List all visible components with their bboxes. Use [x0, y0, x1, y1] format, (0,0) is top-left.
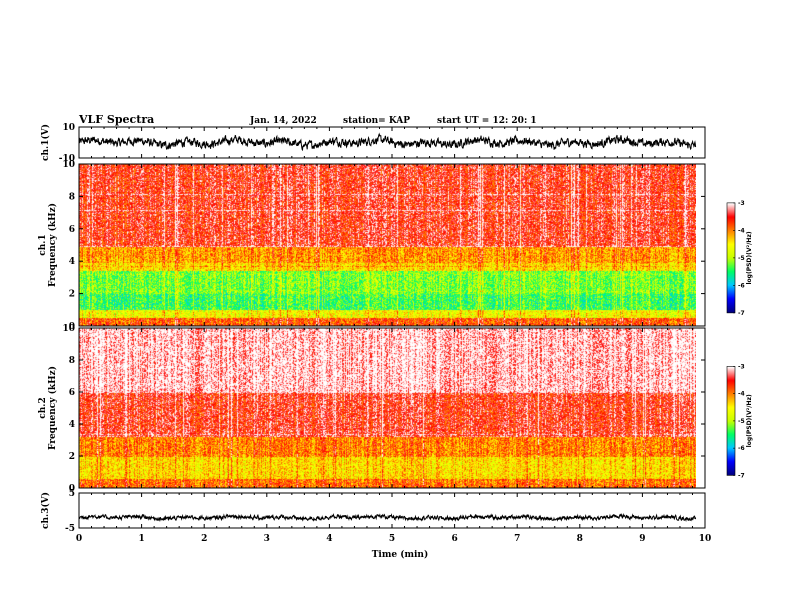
colorbar-tick-label: -5	[738, 418, 745, 425]
x-tick-label: 5	[389, 534, 395, 544]
y-axis-label: ch.1	[38, 234, 48, 255]
ch1-spectrogram-panel: 0 2 4 6 8 10 ch.1 Frequency (kHz)	[38, 160, 706, 332]
y-tick-label: 10	[62, 123, 75, 133]
y-tick-label: 2	[69, 452, 75, 462]
x-axis-label: Time (min)	[372, 549, 429, 560]
x-tick-label: 2	[201, 534, 207, 544]
y-tick-label: 10	[62, 324, 75, 334]
y-tick-label: 6	[69, 225, 75, 235]
y-axis-label: ch.1(V)	[40, 124, 51, 161]
spectrogram-image	[79, 164, 696, 326]
y-tick-label: 0	[69, 484, 75, 494]
colorbar-tick-label: -4	[738, 227, 745, 234]
colorbar-tick-label: -5	[738, 255, 745, 262]
x-tick-label: 0	[76, 534, 82, 544]
ch2-colorbar: -3 -4 -5 -6 -7 log(PSD)(V²/Hz)	[726, 363, 753, 479]
colorbar-gradient	[727, 366, 735, 476]
y-axis-label: Frequency (kHz)	[47, 366, 58, 450]
x-tick-label: 4	[326, 534, 332, 544]
ch3-waveform-panel: 5 -5 ch.3(V)	[40, 489, 706, 534]
x-tick-label: 3	[264, 534, 270, 544]
y-tick-label: 4	[69, 420, 75, 430]
y-tick-label: 5	[69, 489, 75, 499]
y-tick-label: 2	[69, 290, 75, 300]
x-tick-label: 8	[577, 534, 583, 544]
colorbar-label: log(PSD)(V²/Hz)	[746, 231, 753, 284]
station-label: station= KAP	[343, 116, 410, 126]
x-tick-label: 6	[451, 534, 457, 544]
x-tick-label: 9	[639, 534, 645, 544]
colorbar-tick-label: -4	[738, 391, 745, 398]
y-tick-label: -5	[65, 524, 75, 534]
colorbar-label: log(PSD)(V²/Hz)	[746, 394, 753, 447]
y-tick-label: 8	[69, 356, 75, 366]
colorbar-gradient	[727, 202, 735, 313]
y-axis-label: ch.2	[38, 397, 48, 418]
spectrogram-image	[79, 328, 696, 488]
ch2-spectrogram-panel: 0 2 4 6 8 10 ch.2 Frequency (kHz)	[38, 324, 706, 494]
x-tick-label: 10	[699, 534, 712, 544]
y-tick-label: 4	[69, 257, 75, 267]
start-time-label: start UT = 12: 20: 1	[437, 116, 537, 126]
y-tick-label: 0	[69, 322, 75, 332]
colorbar-tick-label: -7	[738, 472, 745, 479]
time-axis: Time (min) 0 1 2 3 4 5 6 7 8 9 10	[76, 534, 711, 560]
waveform-line	[78, 512, 697, 523]
y-tick-label: -10	[59, 154, 75, 164]
figure-title: VLF Spectra	[78, 113, 154, 126]
y-axis-label: ch.3(V)	[40, 492, 51, 529]
y-tick-label: 10	[62, 160, 75, 170]
y-axis-label: Frequency (kHz)	[47, 203, 58, 287]
x-tick-label: 7	[514, 534, 520, 544]
y-tick-label: 8	[69, 192, 75, 202]
colorbar-tick-label: -7	[738, 310, 745, 317]
colorbar-tick-label: -3	[738, 363, 745, 370]
x-tick-label: 1	[138, 534, 144, 544]
waveform-line	[78, 132, 697, 152]
colorbar-tick-label: -3	[738, 200, 745, 207]
panel-frame	[78, 492, 706, 529]
colorbar-tick-label: -6	[738, 282, 745, 289]
ch1-waveform-panel: 10 -10 ch.1(V)	[40, 123, 706, 164]
date-label: Jan. 14, 2022	[249, 116, 317, 126]
y-tick-label: 6	[69, 388, 75, 398]
colorbar-tick-label: -6	[738, 445, 745, 452]
ch1-colorbar: -3 -4 -5 -6 -7 log(PSD)(V²/Hz)	[726, 200, 753, 317]
